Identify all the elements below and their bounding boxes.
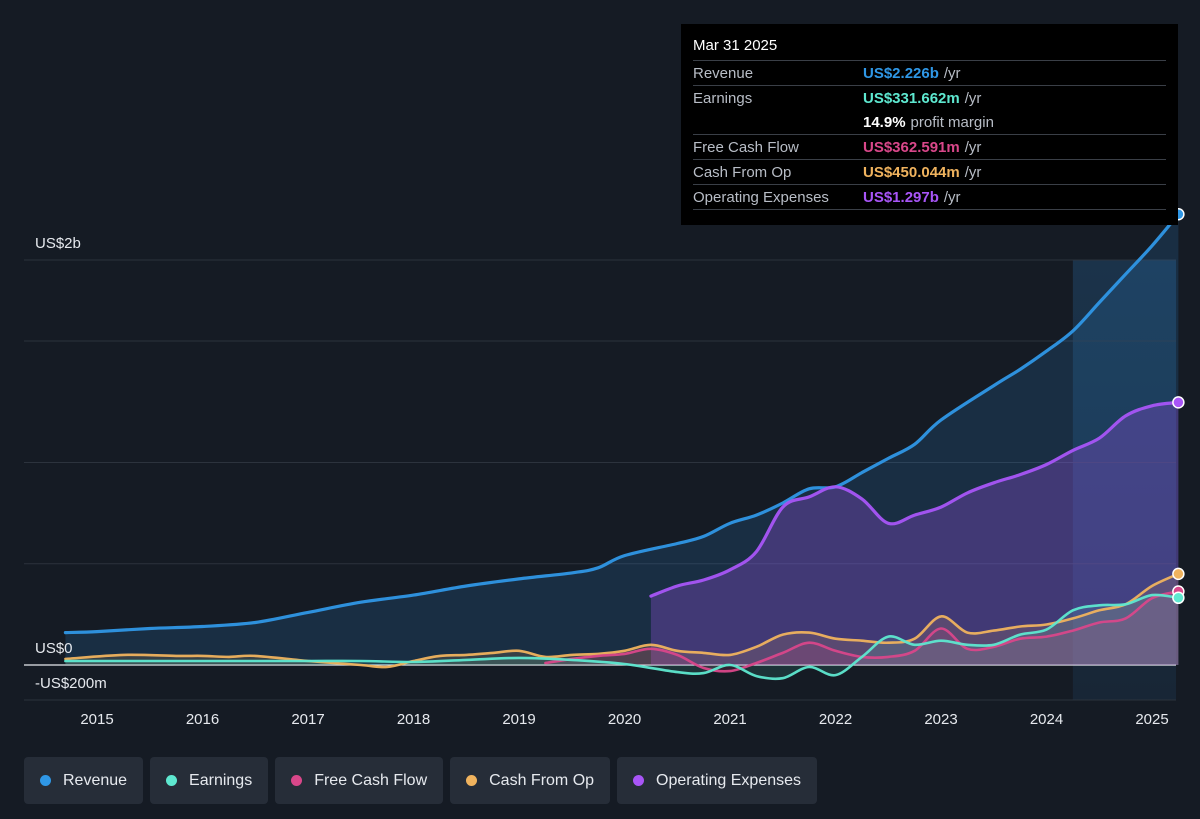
series-area-cash-from-op [65,573,1179,668]
legend-item-earnings[interactable]: Earnings [150,757,269,804]
tooltip-value: US$331.662m [863,89,960,107]
tooltip-row-profit-margin: 14.9% profit margin [693,110,1166,134]
tooltip-value: US$362.591m [863,138,960,156]
y-tick-label: US$0 [35,640,73,657]
tooltip-value: 14.9% [863,113,906,131]
legend-dot-icon [291,775,303,786]
x-tick-label: 2025 [1135,711,1168,728]
legend-dot-icon [40,775,51,786]
legend-label: Cash From Op [489,771,595,789]
legend-dot-icon [166,775,178,786]
tooltip-label: Earnings [693,89,753,107]
legend-dot-icon [466,775,478,786]
legend-item-operating-expenses[interactable]: Operating Expenses [617,757,818,804]
series-area-earnings [65,594,1179,679]
legend-label: Earnings [189,771,253,789]
tooltip-unit: /yr [964,138,982,156]
legend-label: Free Cash Flow [314,771,428,789]
legend-item-cash-from-op[interactable]: Cash From Op [450,757,611,804]
x-tick-label: 2015 [80,711,113,728]
tooltip-unit: /yr [943,64,961,82]
x-tick-label: 2023 [924,711,957,728]
tooltip-label: Operating Expenses [693,188,829,206]
legend-item-revenue[interactable]: Revenue [24,757,144,804]
tooltip-value: US$1.297b [863,188,939,206]
tooltip-row-cash-from-op: Cash From Op US$450.044m /yr [693,159,1166,184]
tooltip-unit: /yr [943,188,961,206]
x-tick-label: 2020 [608,711,641,728]
legend-label: Revenue [63,771,128,789]
y-tick-label: -US$200m [35,675,107,692]
tooltip-row-operating-expenses: Operating Expenses US$1.297b /yr [693,184,1166,209]
series-line-earnings [64,593,1180,681]
series-area-free-cash-flow [545,591,1179,672]
tooltip-divider [693,209,1166,220]
legend-item-free-cash-flow[interactable]: Free Cash Flow [275,757,444,804]
x-tick-label: 2018 [397,711,430,728]
tooltip-unit: /yr [964,163,982,181]
chart-legend: Revenue Earnings Free Cash Flow Cash Fro… [24,757,818,804]
x-tick-label: 2016 [186,711,219,728]
tooltip-label: Revenue [693,64,754,82]
x-tick-label: 2022 [819,711,852,728]
tooltip-row-earnings: Earnings US$331.662m /yr [693,85,1166,110]
series-line-cash-from-op [64,572,1180,669]
series-end-point-operating-expenses [1172,396,1185,409]
series-area-operating-expenses [650,402,1179,665]
tooltip-unit: profit margin [910,113,994,131]
tooltip-date: Mar 31 2025 [693,37,778,54]
tooltip-label: Cash From Op [693,163,792,181]
tooltip-unit: /yr [964,89,982,107]
tooltip-label: Free Cash Flow [693,138,799,156]
legend-label: Operating Expenses [656,771,802,789]
x-tick-label: 2024 [1030,711,1063,728]
series-line-revenue [63,212,1180,635]
x-tick-label: 2019 [502,711,535,728]
tooltip-row-revenue: Revenue US$2.226b /yr [693,60,1166,85]
series-end-point-cash-from-op [1172,567,1185,581]
tooltip-value: US$450.044m [863,163,960,181]
y-tick-label: US$2b [35,235,81,252]
x-tick-label: 2021 [713,711,746,728]
legend-dot-icon [633,775,645,786]
series-area-revenue [65,214,1179,665]
tooltip-row-free-cash-flow: Free Cash Flow US$362.591m /yr [693,134,1166,159]
tooltip-value: US$2.226b [863,64,939,82]
series-end-point-earnings [1172,591,1185,605]
data-tooltip: Mar 31 2025 Revenue US$2.226b /yr Earnin… [681,24,1178,225]
x-tick-label: 2017 [291,711,324,728]
series-line-operating-expenses [649,400,1180,598]
forecast-highlight-band [1072,260,1176,700]
